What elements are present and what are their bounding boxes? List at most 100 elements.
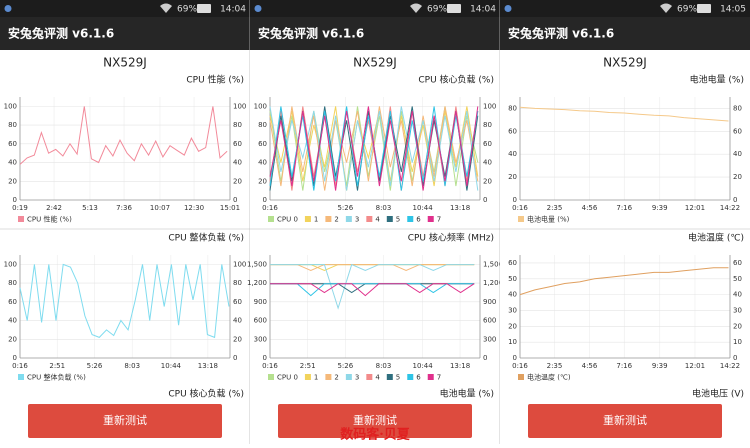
y-tick-label-left: 40 [508, 150, 517, 158]
y-tick-label-left: 80 [258, 121, 267, 129]
y-tick-label-left: 40 [508, 291, 517, 299]
y-tick-label-right: 60 [733, 127, 742, 135]
y-tick-label-right: 60 [233, 140, 242, 148]
y-tick-label-left: 1,200 [247, 279, 267, 287]
y-tick-label-right: 50 [733, 275, 742, 283]
y-tick-label-left: 300 [254, 335, 267, 343]
y-tick-label-left: 0 [513, 196, 517, 204]
y-tick-label-right: 40 [483, 159, 492, 167]
y-tick-label-left: 20 [508, 322, 517, 330]
retest-button[interactable] [278, 404, 472, 438]
y-tick-label-left: 20 [508, 173, 517, 181]
wifi-icon [160, 3, 172, 13]
legend-label: CPU 性能 (%) [27, 215, 72, 224]
y-tick-label-right: 40 [733, 150, 742, 158]
legend-swatch [366, 216, 373, 222]
series-line [270, 264, 475, 271]
x-tick-label: 2:35 [547, 362, 563, 370]
legend-label: 5 [396, 374, 400, 382]
x-tick-label: 8:03 [124, 362, 140, 370]
y-tick-label-left: 0 [263, 196, 267, 204]
retest-button-label[interactable]: 重新测试 [603, 413, 647, 427]
notification-icon [254, 5, 262, 12]
y-tick-label-left: 0 [13, 196, 17, 204]
screen-bg [500, 0, 750, 444]
legend-swatch [268, 374, 274, 380]
x-tick-label: 10:44 [161, 362, 182, 370]
x-tick-label: 10:44 [413, 362, 434, 370]
y-tick-label-right: 20 [483, 177, 492, 185]
battery-percent: 69% [177, 5, 197, 15]
phone-screen: 69% 14:05 安兔兔评测 v6.1.6 NX529J 电池电量 (%) 0:16 2:… [500, 0, 750, 444]
y-tick-label-right: 20 [233, 335, 242, 343]
y-tick-label-left: 60 [8, 140, 17, 148]
legend-label: CPU 整体负载 (%) [27, 373, 86, 382]
legend-label: 电池温度 (℃) [527, 373, 571, 382]
retest-button[interactable] [28, 404, 222, 438]
series-line [270, 283, 475, 297]
retest-button-label[interactable]: 重新测试 [353, 413, 397, 427]
clock: 14:04 [220, 5, 246, 15]
y-tick-label-left: 100 [4, 260, 17, 268]
y-tick-label-right: 10 [733, 338, 742, 346]
y-tick-label-left: 40 [258, 159, 267, 167]
legend-label: 4 [375, 374, 380, 382]
y-tick-label-right: 0 [233, 196, 237, 204]
series-line [519, 106, 729, 122]
x-tick-label: 13:18 [198, 362, 218, 370]
y-tick-label-right: 40 [233, 317, 242, 325]
x-tick-label: 13:18 [450, 204, 470, 212]
y-tick-label-left: 600 [254, 317, 267, 325]
x-tick-label: 2:35 [547, 204, 563, 212]
x-tick-label: 9:39 [652, 204, 668, 212]
y-tick-label-right: 0 [733, 196, 737, 204]
app-title: 安兔兔评测 v6.1.6 [8, 26, 114, 41]
y-tick-label-right: 20 [233, 177, 242, 185]
y-tick-label-right: 1,500 [483, 260, 503, 268]
legend-label: 3 [355, 374, 359, 382]
y-tick-label-left: 900 [254, 298, 267, 306]
next-chart-title: 电池电量 (%) [440, 388, 494, 400]
series-line [269, 106, 479, 191]
y-tick-label-left: 1,500 [247, 260, 267, 268]
y-tick-label-right: 80 [483, 121, 492, 129]
x-tick-label: 12:01 [685, 362, 705, 370]
y-tick-label-right: 80 [233, 279, 242, 287]
x-tick-label: 10:07 [150, 204, 170, 212]
next-chart-title: CPU 核心负载 (%) [168, 388, 244, 400]
retest-button[interactable] [528, 404, 722, 438]
y-tick-label-left: 0 [13, 354, 17, 362]
y-tick-label-right: 60 [483, 140, 492, 148]
notification-icon [504, 5, 512, 12]
chart-title: 电池电量 (%) [690, 74, 744, 86]
x-tick-label: 5:26 [87, 362, 103, 370]
x-tick-label: 8:03 [376, 204, 392, 212]
x-tick-label: 14:22 [720, 362, 740, 370]
y-tick-label-right: 30 [733, 306, 742, 314]
y-tick-label-right: 0 [233, 354, 237, 362]
y-tick-label-left: 100 [254, 102, 267, 110]
y-tick-label-right: 100 [233, 102, 246, 110]
chart-title: CPU 核心频率 (MHz) [408, 232, 494, 244]
x-tick-label: 0:16 [262, 362, 278, 370]
y-tick-label-left: 0 [263, 354, 267, 362]
y-tick-label-left: 20 [8, 177, 17, 185]
device-name: NX529J [103, 56, 147, 70]
x-tick-label: 5:26 [337, 204, 353, 212]
x-tick-label: 13:18 [450, 362, 470, 370]
y-tick-label-left: 100 [4, 102, 17, 110]
legend-label: 5 [396, 216, 400, 224]
legend-swatch [18, 374, 24, 380]
legend-swatch [304, 216, 311, 222]
retest-button-label[interactable]: 重新测试 [103, 413, 147, 427]
legend-swatch [268, 216, 274, 222]
legend-swatch [427, 374, 434, 380]
series-line [19, 263, 230, 339]
y-tick-label-right: 900 [483, 298, 496, 306]
y-tick-label-left: 80 [8, 279, 17, 287]
app-bar [0, 17, 250, 50]
chart-title: 电池温度 (℃) [688, 232, 744, 244]
legend-label: 1 [314, 374, 318, 382]
x-tick-label: 7:16 [616, 362, 632, 370]
